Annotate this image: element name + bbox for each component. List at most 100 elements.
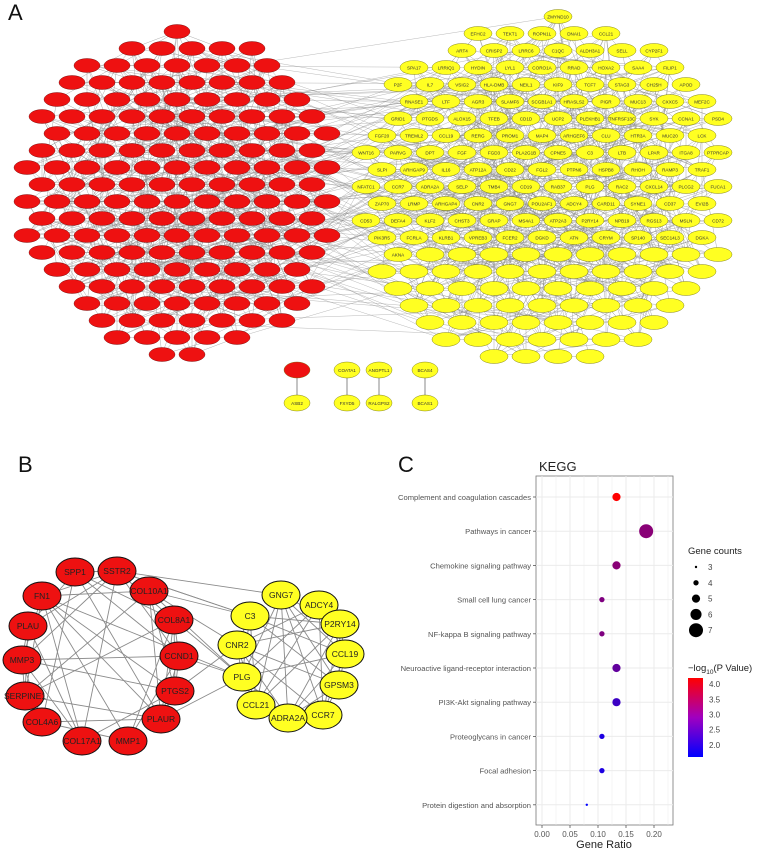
gene-node	[365, 361, 393, 379]
x-tick-label: 0.20	[646, 830, 662, 839]
gene-node-red	[223, 330, 251, 345]
gene-node-yellow	[511, 315, 541, 330]
gene-node-yellow	[591, 196, 621, 211]
edge	[131, 286, 591, 323]
gene-node-yellow	[543, 349, 573, 364]
gene-node-red	[118, 75, 146, 90]
gene-node-yellow	[447, 281, 477, 296]
gene-node-yellow	[431, 264, 461, 279]
gene-node-red	[148, 347, 176, 362]
node-shape	[261, 580, 301, 610]
gene-node-red	[193, 330, 221, 345]
gene-label: CORO1A	[532, 65, 552, 70]
gene-node: CCL19	[325, 639, 365, 669]
gene-node-red	[163, 296, 191, 311]
gene-node-red	[208, 143, 236, 158]
gene-node-yellow	[703, 145, 733, 160]
size-legend-label: 5	[708, 595, 713, 604]
edge	[493, 237, 671, 289]
gene-node-red	[43, 262, 71, 277]
gene-node-red	[253, 262, 281, 277]
gene-node-yellow	[351, 145, 381, 160]
data-point	[612, 492, 621, 502]
gene-node-red	[208, 109, 236, 124]
node-shape	[22, 707, 62, 737]
gene-node-yellow	[431, 196, 461, 211]
gene-node-red	[238, 245, 266, 260]
gene-label: IL16	[442, 167, 451, 172]
gene-node-red	[268, 245, 296, 260]
gene-node-yellow	[543, 247, 573, 262]
gene-label: ALOX15	[453, 116, 471, 121]
gene-node-red	[163, 24, 191, 39]
gene-label: APOD	[679, 82, 693, 87]
color-legend-label: 2.5	[709, 726, 721, 735]
gene-node-yellow	[623, 60, 653, 75]
gene-node	[411, 361, 439, 379]
edge	[101, 218, 283, 321]
nodes: SPP1 SSTR2 COL10A1 FN1 COL8A1 PLAU CCND1 MMP3 PT…	[2, 556, 365, 756]
edge	[251, 135, 607, 185]
gene-node-red	[43, 228, 71, 243]
gene-node-red	[253, 194, 281, 209]
gene-label: ADRA2A	[271, 713, 305, 723]
edge	[131, 116, 328, 202]
gene-label: PIGR	[600, 99, 612, 104]
gene-node-yellow	[527, 162, 557, 177]
edge	[296, 84, 591, 236]
edge	[41, 595, 162, 720]
edge	[637, 135, 703, 170]
edge	[56, 116, 313, 134]
edge	[445, 288, 655, 340]
edge	[161, 201, 268, 253]
gene-node	[333, 361, 361, 379]
edge	[41, 571, 76, 723]
gene-node-yellow	[591, 332, 621, 347]
gene-label: RHOH	[631, 167, 645, 172]
gene-node-red	[133, 228, 161, 243]
gene-label: LYL1	[505, 65, 516, 70]
gene-node-red	[103, 194, 131, 209]
gene-node-red	[283, 262, 311, 277]
gene-label: RRAD	[567, 65, 581, 70]
gene-label: FCER2	[502, 235, 518, 240]
gene-node-red	[268, 109, 296, 124]
data-point	[612, 561, 621, 570]
gene-node-yellow	[543, 43, 573, 58]
gene-node-red	[118, 143, 146, 158]
gene-node-red	[58, 75, 86, 90]
gene-node-red	[28, 143, 56, 158]
gene-label: TNFRSF13C	[609, 116, 636, 121]
gene-node-red	[193, 126, 221, 141]
gene-label: RALGPS2	[368, 401, 390, 406]
gene-label: TEKT1	[503, 31, 518, 36]
gene-label: MSLN	[680, 218, 693, 223]
gene-node-red	[178, 75, 206, 90]
gene-node-red	[103, 296, 131, 311]
edge	[445, 288, 463, 340]
gene-node-red	[163, 228, 191, 243]
gene-label: SLPI	[377, 167, 387, 172]
gene-node-red	[193, 160, 221, 175]
gene-node-red	[268, 279, 296, 294]
color-legend-label: 3.0	[709, 710, 721, 719]
gene-label: LTF	[442, 99, 450, 104]
gene-node-red	[223, 160, 251, 175]
gene-node-red	[73, 126, 101, 141]
gene-node-yellow	[479, 77, 509, 92]
gene-label: SELL	[616, 48, 628, 53]
gene-label: SAA4	[632, 65, 644, 70]
gene-node-red	[238, 41, 266, 56]
gene-node-yellow	[655, 298, 685, 313]
gene-label: TRAF1	[695, 167, 710, 172]
gene-label: CD22	[504, 167, 516, 172]
edge	[86, 235, 118, 304]
gene-node-yellow	[575, 315, 605, 330]
data-point	[612, 663, 621, 673]
edge	[127, 619, 175, 742]
edge	[176, 150, 283, 338]
y-tick-label: Chemokine signaling pathway	[430, 561, 531, 570]
gene-label: GRAP	[487, 218, 500, 223]
edge	[176, 135, 543, 202]
gene-node-red	[88, 211, 116, 226]
